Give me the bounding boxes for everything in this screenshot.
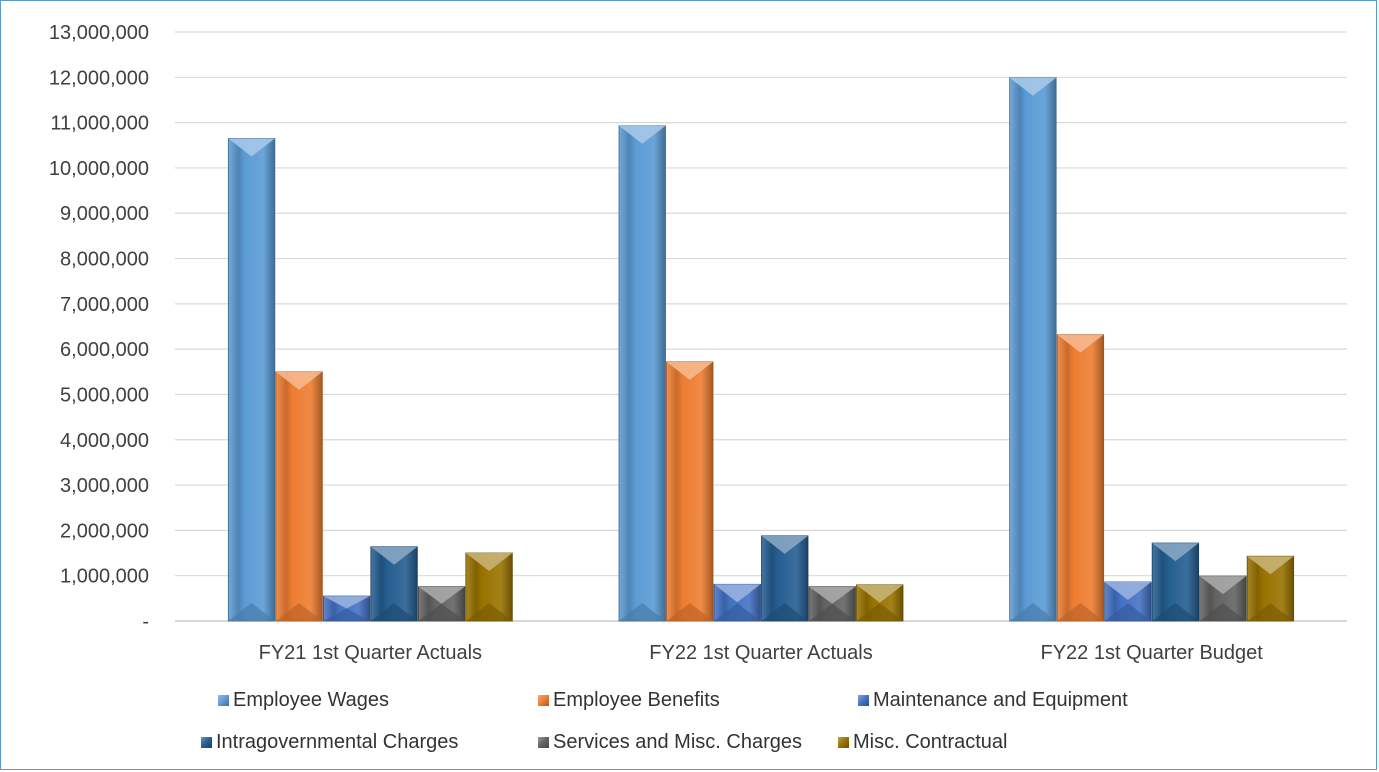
legend-item: Intragovernmental Charges (201, 731, 458, 753)
legend-swatch (858, 694, 869, 706)
legend-label: Misc. Contractual (853, 731, 1008, 753)
legend-label: Intragovernmental Charges (216, 731, 459, 753)
bar-bottom-bevel (1152, 603, 1199, 621)
bar (227, 138, 276, 622)
legend-item: Services and Misc. Charges (538, 731, 802, 753)
bar-top-bevel (1247, 556, 1294, 575)
bar-top-bevel (856, 584, 903, 603)
legend-label: Maintenance and Equipment (873, 689, 1128, 711)
x-tick-label: FY22 1st Quarter Budget (1040, 642, 1263, 664)
y-tick-label: 7,000,000 (60, 294, 149, 316)
y-tick-label: 11,000,000 (50, 113, 149, 135)
y-tick-label: 10,000,000 (49, 158, 149, 180)
legend-swatch (838, 736, 849, 748)
legend-item: Employee Wages (218, 689, 389, 711)
y-tick-label: 3,000,000 (60, 475, 149, 497)
bar-top-bevel (1199, 576, 1247, 595)
bar-bottom-bevel (1057, 603, 1104, 621)
legend-swatch (538, 736, 549, 748)
bar-top-bevel (1104, 582, 1152, 601)
legend-label: Employee Wages (233, 689, 389, 711)
bar-top-bevel (714, 584, 761, 603)
y-tick-label: 9,000,000 (60, 203, 149, 225)
bar-top-bevel (418, 586, 465, 604)
bar (1056, 334, 1105, 622)
bar-top-bevel (619, 125, 666, 144)
legend-item: Maintenance and Equipment (858, 689, 1128, 711)
bar-bottom-bevel (619, 603, 666, 621)
bar-bottom-bevel (1009, 603, 1057, 621)
bar (1009, 77, 1057, 622)
bar-bottom-bevel (370, 603, 418, 621)
bar-bottom-bevel (275, 603, 323, 621)
bar (666, 361, 714, 622)
legend-label: Employee Benefits (553, 689, 720, 711)
bar-bottom-bevel (1104, 603, 1152, 621)
bar-bottom-bevel (761, 603, 808, 621)
bar-top-bevel (809, 586, 856, 604)
y-tick-label: 2,000,000 (60, 520, 149, 542)
y-tick-label: 13,000,000 (49, 22, 149, 44)
bar-bottom-bevel (228, 603, 275, 621)
bar-bottom-bevel (666, 603, 713, 621)
bar-bottom-bevel (1247, 603, 1294, 621)
bar-top-bevel (228, 138, 275, 157)
bar-bottom-bevel (465, 603, 513, 621)
legend-swatch (201, 736, 212, 748)
bar-top-bevel (1152, 543, 1199, 562)
x-tick-label: FY22 1st Quarter Actuals (649, 642, 872, 664)
y-tick-label: 12,000,000 (49, 67, 149, 89)
bar-top-bevel (465, 553, 513, 572)
bar-top-bevel (275, 371, 323, 390)
y-tick-label: 4,000,000 (60, 430, 149, 452)
legend-swatch (538, 694, 549, 706)
y-tick-label: 8,000,000 (60, 249, 149, 271)
legend-swatch (218, 694, 229, 706)
bar-bottom-bevel (1199, 603, 1247, 621)
y-tick-label: 1,000,000 (60, 566, 149, 588)
bar-bottom-bevel (323, 608, 370, 621)
bar-top-bevel (323, 596, 370, 609)
bar (618, 125, 666, 622)
bar-bottom-bevel (418, 603, 465, 621)
bar-top-bevel (1057, 334, 1104, 353)
bar-bottom-bevel (856, 603, 903, 621)
bar-top-bevel (666, 361, 713, 380)
legend-label: Services and Misc. Charges (553, 731, 802, 753)
x-tick-label: FY21 1st Quarter Actuals (259, 642, 482, 664)
legend-item: Employee Benefits (538, 689, 720, 711)
bar-top-bevel (1009, 77, 1057, 96)
bar-bottom-bevel (809, 603, 856, 621)
y-tick-label: 5,000,000 (60, 384, 149, 406)
y-tick-label: 6,000,000 (60, 339, 149, 361)
bar-bottom-bevel (714, 603, 761, 621)
bar (275, 371, 323, 622)
bar-top-bevel (370, 546, 418, 565)
y-tick-label: - (142, 611, 149, 633)
legend-item: Misc. Contractual (838, 731, 1008, 753)
bar-top-bevel (761, 535, 808, 554)
